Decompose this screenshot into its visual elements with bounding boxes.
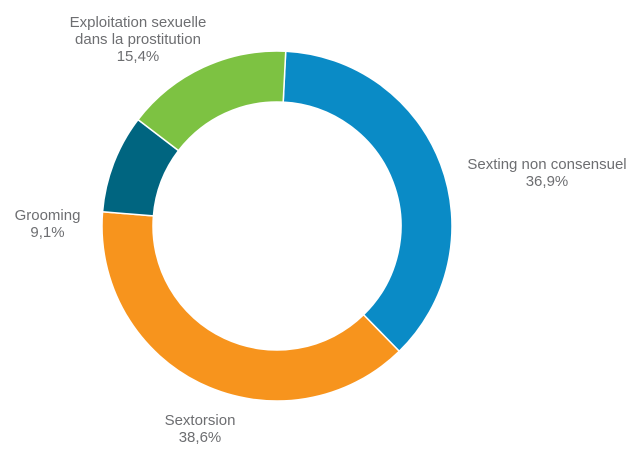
- label-name-line-2: dans la prostitution: [75, 31, 201, 48]
- label-sexting-non-consensuel: Sexting non consensuel 36,9%: [462, 156, 632, 190]
- label-name: Grooming: [14, 207, 81, 224]
- label-value: 36,9%: [525, 173, 569, 190]
- label-name: Sexting non consensuel: [467, 156, 627, 173]
- donut-slice-1: [101, 210, 401, 402]
- label-grooming: Grooming 9,1%: [0, 207, 95, 241]
- donut-slice-3: [136, 50, 287, 152]
- label-sextorsion: Sextorsion 38,6%: [140, 412, 260, 446]
- donut-slice-0: [282, 50, 453, 353]
- label-exploitation-sexuelle: Exploitation sexuelle dans la prostituti…: [48, 14, 228, 65]
- label-value: 15,4%: [116, 48, 160, 65]
- label-value: 9,1%: [30, 224, 65, 241]
- label-name: Sextorsion: [164, 412, 236, 429]
- label-name-line-1: Exploitation sexuelle: [69, 14, 207, 31]
- label-value: 38,6%: [178, 429, 222, 446]
